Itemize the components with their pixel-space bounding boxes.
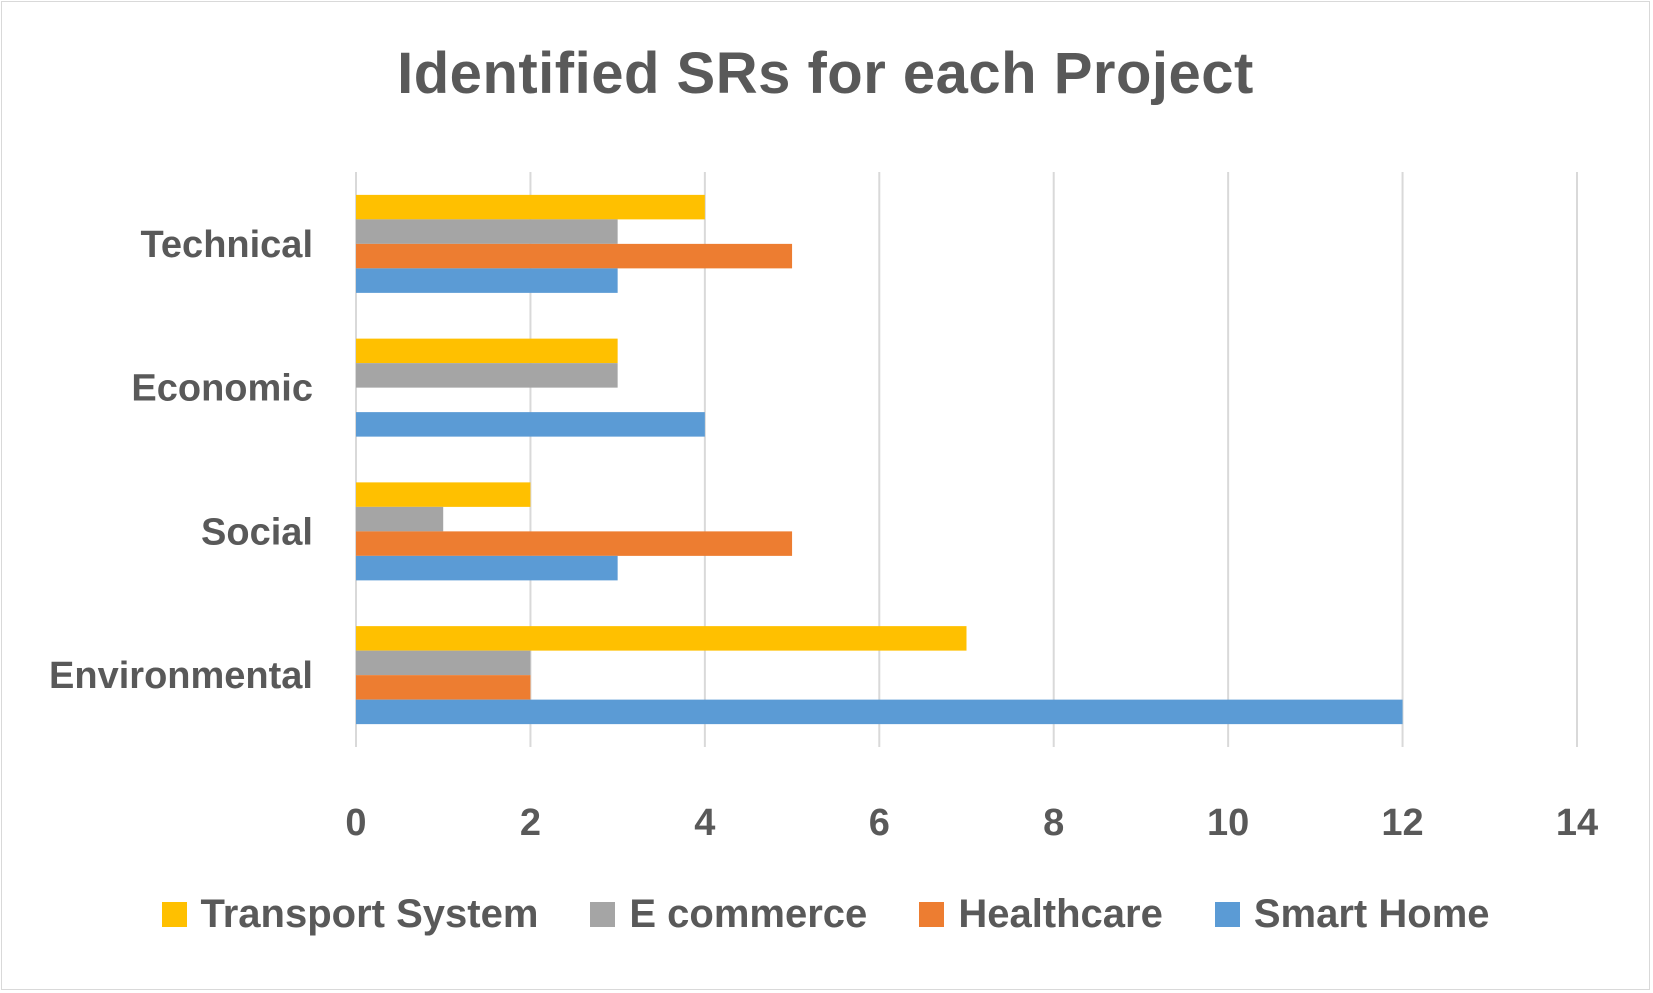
legend-swatch [919, 902, 945, 927]
bar [356, 531, 793, 556]
bar [356, 626, 967, 651]
x-tick-label: 2 [520, 802, 541, 844]
legend-label: Healthcare [958, 892, 1163, 936]
x-tick-label: 8 [1043, 802, 1064, 844]
legend-item-e-commerce: E commerce [590, 892, 867, 937]
legend-swatch [161, 902, 187, 927]
category-label: Environmental [49, 655, 313, 697]
x-tick-label: 10 [1207, 802, 1249, 844]
category-label: Technical [141, 224, 313, 266]
legend-label: Transport System [200, 892, 539, 936]
bar [356, 675, 531, 700]
legend-item-healthcare: Healthcare [919, 892, 1163, 937]
bar [356, 363, 618, 388]
bar [356, 412, 705, 437]
legend: Transport System E commerce Healthcare S… [2, 892, 1649, 937]
bar [356, 268, 618, 293]
bar [356, 243, 793, 269]
category-label: Social [201, 511, 313, 553]
x-tick-label: 12 [1381, 802, 1423, 844]
legend-item-smart-home: Smart Home [1214, 892, 1490, 937]
bar [356, 338, 618, 364]
x-tick-label: 6 [869, 802, 890, 844]
bar [356, 506, 444, 532]
x-tick-label: 0 [345, 802, 366, 844]
bar [356, 219, 618, 244]
legend-label: E commerce [629, 892, 868, 936]
bar [356, 194, 705, 220]
legend-label: Smart Home [1253, 892, 1490, 936]
legend-swatch [1214, 902, 1240, 927]
x-tick-label: 14 [1556, 802, 1598, 844]
bar [356, 482, 531, 507]
chart-title: Identified SRs for each Project [397, 41, 1254, 106]
bar [356, 650, 531, 676]
legend-swatch [590, 902, 616, 927]
legend-item-transport-system: Transport System [161, 892, 539, 937]
x-tick-label: 4 [694, 802, 715, 844]
bar [356, 555, 618, 581]
category-label: Economic [131, 368, 313, 410]
bar [356, 699, 1403, 725]
